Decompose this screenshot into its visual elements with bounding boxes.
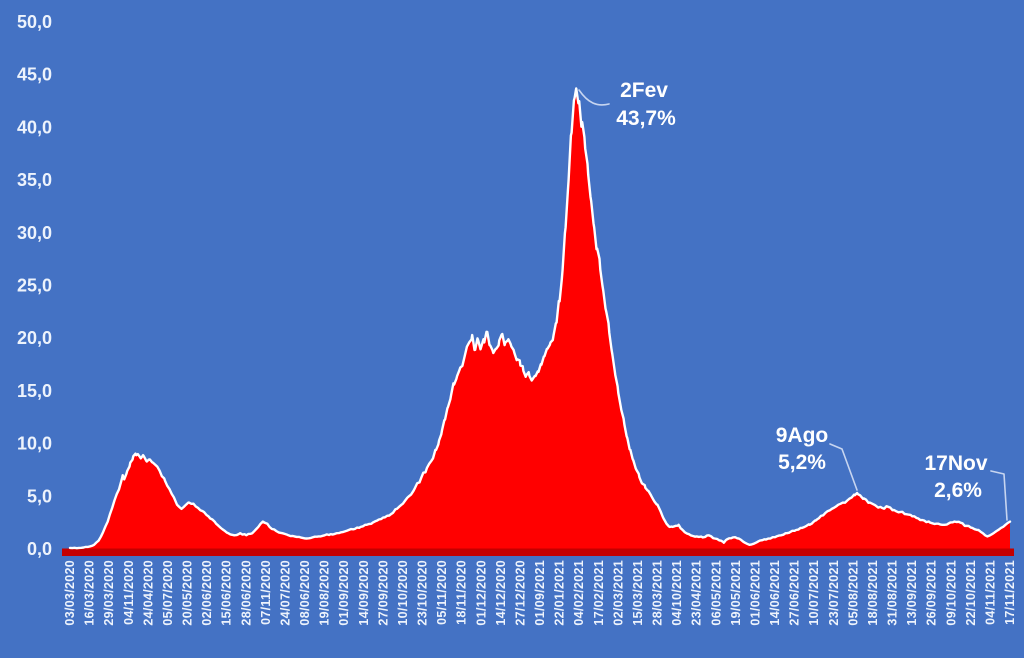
x-axis-tick-label: 15/06/2020: [220, 560, 234, 626]
area-series-fill: [64, 88, 1010, 557]
x-axis-tick-label: 15/03/2021: [631, 560, 645, 626]
annotation-value-2fev: 43,7%: [616, 107, 676, 130]
x-axis-tick-label: 26/09/2021: [925, 560, 939, 626]
x-axis-tick-label: 23/10/2020: [416, 560, 430, 626]
x-axis-tick-label: 17/02/2021: [592, 560, 606, 626]
annotation-date-17nov: 17Nov: [924, 452, 987, 475]
x-axis-tick-label: 14/06/2021: [768, 560, 782, 626]
y-axis-tick-label: 5,0: [27, 486, 52, 506]
x-axis-tick-label: 03/03/2020: [63, 560, 77, 626]
y-axis-tick-label: 10,0: [17, 434, 52, 454]
area-series-outline: [68, 87, 1012, 550]
x-axis-tick-label: 28/06/2020: [239, 560, 253, 626]
x-axis-tick-label: 27/06/2021: [788, 560, 802, 626]
x-axis-tick-label: 06/05/2021: [709, 560, 723, 626]
x-axis-tick-label: 09/10/2021: [944, 560, 958, 626]
x-axis-tick-label: 08/06/2020: [298, 560, 312, 626]
x-axis-tick-label: 27/12/2020: [513, 560, 527, 626]
y-axis-tick-label: 40,0: [17, 117, 52, 137]
x-axis-tick-label: 04/02/2021: [572, 560, 586, 626]
x-axis-tick-label: 17/11/2021: [1003, 560, 1017, 625]
y-axis-tick-label: 30,0: [17, 223, 52, 243]
x-axis-tick-label: 01/06/2021: [748, 560, 762, 626]
y-axis-tick-label: 45,0: [17, 65, 52, 85]
x-axis-tick-label: 22/10/2021: [964, 560, 978, 626]
annotation-date-2fev: 2Fev: [620, 79, 668, 102]
x-axis-tick-label: 04/11/2020: [122, 560, 136, 625]
x-axis-tick-label: 18/08/2021: [866, 560, 880, 626]
y-axis-tick-label: 50,0: [17, 12, 52, 32]
x-axis-tick-label: 02/06/2020: [200, 560, 214, 626]
x-axis-tick-label: 19/08/2020: [318, 560, 332, 626]
y-axis-tick-label: 0,0: [27, 539, 52, 559]
x-axis-tick-label: 01/09/2020: [337, 560, 351, 626]
x-axis-tick-label: 04/10/2021: [670, 560, 684, 626]
x-axis-tick-label: 24/04/2020: [141, 560, 155, 626]
x-axis-tick-label: 27/09/2020: [376, 560, 390, 626]
leader-line-point-17nov: [990, 470, 1008, 521]
x-axis-tick-label: 10/07/2021: [807, 560, 821, 626]
x-axis-tick-label: 16/03/2020: [83, 560, 97, 626]
x-axis-tick-labels: 03/03/2020 16/03/2020 29/03/2020 04/11/2020…: [63, 560, 1017, 626]
x-axis-tick-label: 04/11/2021: [983, 560, 997, 625]
x-axis-tick-label: 23/04/2021: [690, 560, 704, 626]
x-axis-tick-label: 20/05/2020: [181, 560, 195, 626]
leader-line-peak-2fev: [578, 89, 610, 106]
leader-line-peak-9ago: [829, 443, 858, 491]
x-axis-tick-label: 31/08/2021: [886, 560, 900, 626]
x-axis-tick-label: 14/09/2020: [357, 560, 371, 626]
y-axis-tick-label: 20,0: [17, 328, 52, 348]
x-axis-tick-label: 28/03/2021: [651, 560, 665, 626]
x-axis-tick-label: 05/07/2020: [161, 560, 175, 626]
x-axis-tick-label: 07/11/2020: [259, 560, 273, 625]
series-layer: [62, 87, 1014, 557]
x-axis-tick-label: 23/07/2021: [827, 560, 841, 626]
x-axis-tick-label: 01/09/2021: [533, 560, 547, 626]
y-axis-tick-label: 35,0: [17, 170, 52, 190]
x-axis-tick-label: 02/03/2021: [611, 560, 625, 626]
x-axis-tick-label: 14/12/2020: [494, 560, 508, 626]
annotations: 2Fev 43,7% 9Ago 5,2% 17Nov 2,6%: [578, 79, 1008, 521]
x-axis-tick-label: 13/09/2021: [905, 560, 919, 626]
y-axis-tick-label: 15,0: [17, 381, 52, 401]
y-axis-tick-label: 25,0: [17, 276, 52, 296]
annotation-value-17nov: 2,6%: [934, 479, 982, 502]
x-axis-tick-label: 29/03/2020: [102, 560, 116, 626]
x-axis-tick-label: 24/07/2020: [278, 560, 292, 626]
x-axis-tick-label: 05/11/2020: [435, 560, 449, 625]
x-axis-line: [62, 548, 1014, 556]
x-axis-tick-label: 19/05/2021: [729, 560, 743, 626]
annotation-date-9ago: 9Ago: [776, 424, 829, 447]
x-axis-tick-label: 01/12/2020: [474, 560, 488, 626]
x-axis-tick-label: 18/11/2020: [455, 560, 469, 625]
y-axis-tick-labels: 0,0 5,0 10,0 15,0 20,0 25,0 30,0 35,0 40,0 45,0 50…: [17, 12, 52, 559]
x-axis-tick-label: 10/10/2020: [396, 560, 410, 626]
x-axis-tick-label: 22/01/2021: [553, 560, 567, 626]
annotation-value-9ago: 5,2%: [778, 451, 826, 474]
x-axis-tick-label: 05/08/2021: [846, 560, 860, 626]
